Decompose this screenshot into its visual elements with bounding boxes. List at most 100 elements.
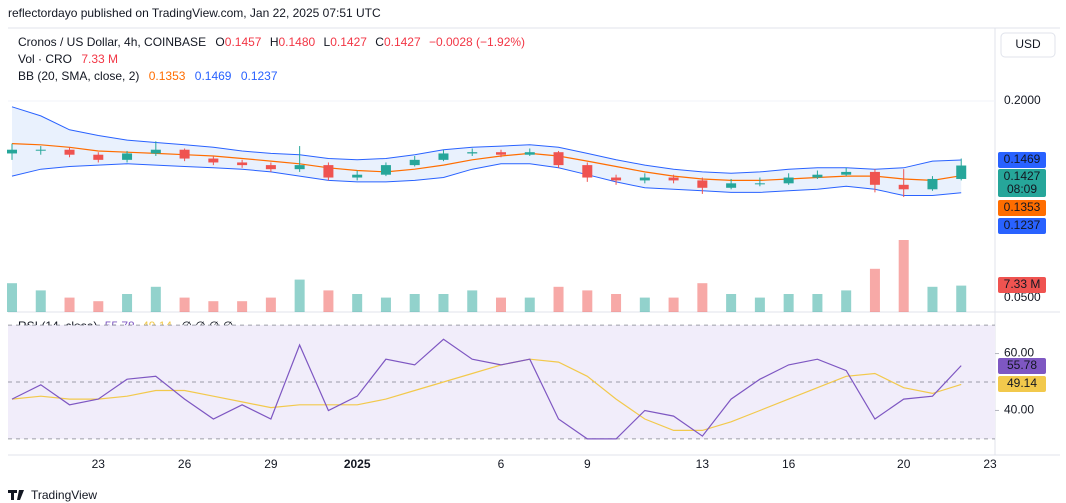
publish-header: reflectordayo published on TradingView.c… [8, 6, 381, 20]
volume-bar [35, 290, 46, 312]
volume-bar [409, 294, 420, 312]
logo [8, 490, 24, 500]
candle-body [93, 154, 104, 160]
volume-bar [639, 297, 650, 312]
price-tag-label: 0.1469 [1004, 152, 1041, 166]
ohlc-label: C [375, 35, 384, 49]
volume-bar [611, 294, 622, 312]
bb-lower [11, 163, 962, 196]
candle-body [927, 178, 938, 190]
y-tick-label: 40.00 [1004, 403, 1034, 417]
candle-body [841, 171, 852, 175]
volume-bar [726, 294, 737, 312]
candle-body [639, 177, 650, 181]
currency-button[interactable] [1000, 32, 1056, 58]
candle-body [898, 184, 909, 190]
bb-basis [11, 143, 962, 182]
candle-body [812, 174, 823, 178]
volume-bar [122, 294, 133, 312]
price-tag [998, 376, 1046, 392]
price-tag-label: 49.14 [1007, 376, 1037, 390]
volume-bar [265, 297, 276, 312]
price-tag [998, 169, 1046, 197]
volume-legend: Vol · CRO 7.33 M [18, 52, 118, 66]
x-tick-label: 29 [264, 457, 278, 471]
candle-body [668, 177, 679, 181]
volume-bar [438, 294, 449, 312]
candle-body [352, 174, 363, 178]
symbol: Cronos / US Dollar, 4h, COINBASE [18, 35, 206, 49]
price-tag [998, 218, 1046, 234]
volume-bar [754, 297, 765, 312]
footer: TradingView [8, 488, 97, 502]
price-tag-label: 7.33 M [1004, 277, 1041, 291]
volume-bar [323, 290, 334, 312]
volume-bar [208, 301, 219, 312]
candle-body [380, 165, 391, 175]
volume-bar [179, 297, 190, 312]
bb-upper-value: 0.1469 [195, 69, 232, 83]
ohlc-label: L [324, 35, 331, 49]
rsi-ma-line [11, 358, 962, 431]
candle-body [467, 152, 478, 154]
candle-body [237, 162, 248, 166]
y-tick-label: 60.00 [1004, 346, 1034, 360]
price-tag [998, 277, 1046, 293]
x-tick-label: 16 [782, 457, 796, 471]
candle-body [869, 171, 880, 185]
x-tick-label: 9 [584, 457, 591, 471]
candle-body [7, 149, 17, 154]
volume-bar [467, 290, 478, 312]
price-tag-label: 0.1353 [1004, 200, 1041, 214]
volume-bar [812, 294, 823, 312]
candle-body [754, 183, 765, 185]
candle-body [524, 152, 535, 155]
x-tick-label: 13 [696, 457, 710, 471]
candle-body [783, 177, 794, 184]
price-tag [998, 200, 1046, 216]
volume-name: Vol · CRO [18, 52, 72, 66]
volume-bar [93, 301, 104, 312]
bb-legend: BB (20, SMA, close, 2) 0.1353 0.1469 0.1… [18, 69, 278, 83]
bb-upper [11, 106, 962, 174]
legend: Cronos / US Dollar, 4h, COINBASE O0.1457… [18, 35, 525, 333]
volume-bar [237, 301, 248, 312]
candle-body [265, 165, 276, 170]
candle-body [726, 183, 737, 188]
candle-body [64, 149, 75, 155]
volume-scale-label: 0.0500 [1004, 290, 1041, 304]
bb-name: BB (20, SMA, close, 2) [18, 69, 139, 83]
ohlc-value: 0.1457 [225, 35, 262, 49]
candle-body [611, 177, 622, 181]
symbol-legend: Cronos / US Dollar, 4h, COINBASE O0.1457… [18, 35, 525, 49]
candle-body [35, 149, 46, 151]
x-tick-label: 23 [983, 457, 997, 471]
price-tag-label: 55.78 [1007, 358, 1037, 372]
candle-body [582, 165, 593, 178]
volume-bar [64, 297, 75, 312]
candle-body [150, 149, 161, 154]
volume-bar [524, 297, 535, 312]
candle-body [122, 153, 133, 160]
volume-bar [869, 268, 880, 312]
volume-bar [841, 290, 852, 312]
candle-body [179, 149, 190, 159]
candle-body [553, 152, 564, 166]
candle-body [323, 165, 334, 178]
volume-bar [668, 297, 679, 312]
y-tick-label: 0.2000 [1004, 93, 1041, 107]
ohlc-value: 0.1427 [330, 35, 367, 49]
volume-bar [927, 286, 938, 312]
candle-body [409, 159, 420, 166]
volume-bar [783, 294, 794, 312]
x-tick-label: 26 [178, 457, 192, 471]
candle-body [438, 153, 449, 160]
candle-body [697, 180, 708, 188]
volume-bar [352, 294, 363, 312]
price-tag [998, 152, 1046, 168]
rsi-line [11, 338, 962, 440]
x-tick-label: 20 [897, 457, 911, 471]
volume-bar [150, 286, 161, 312]
countdown-label: 08:09 [1007, 182, 1037, 196]
